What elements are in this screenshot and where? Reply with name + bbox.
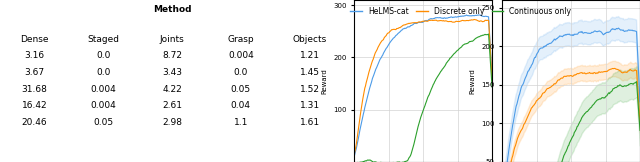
Y-axis label: Reward: Reward	[470, 68, 476, 94]
Text: Method: Method	[153, 5, 191, 14]
Legend: HeLMS-cat, Discrete only, Continuous only: HeLMS-cat, Discrete only, Continuous onl…	[347, 4, 575, 19]
Y-axis label: Reward: Reward	[322, 68, 328, 94]
